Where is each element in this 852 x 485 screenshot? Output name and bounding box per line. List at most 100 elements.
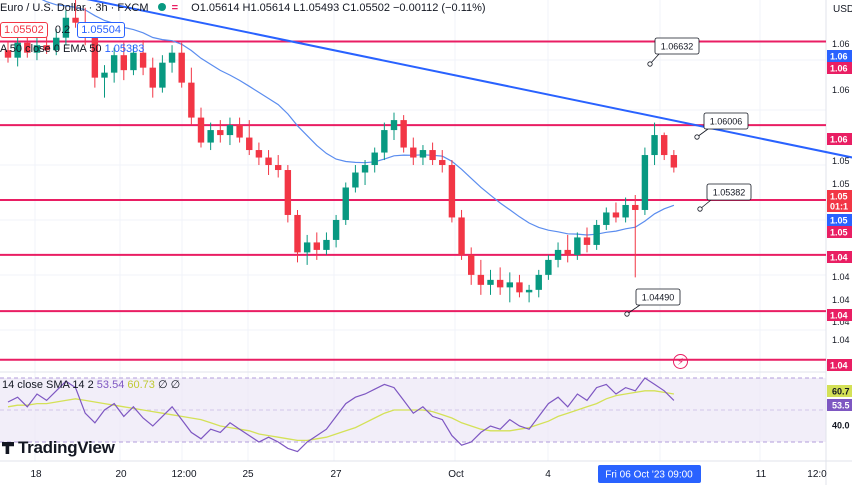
candle-down xyxy=(4,50,12,58)
candle-up xyxy=(207,130,214,143)
candle-down xyxy=(236,125,243,138)
candle-down xyxy=(188,82,195,118)
candle-down xyxy=(120,55,127,71)
candle-up xyxy=(62,17,70,38)
candle-up xyxy=(226,125,234,136)
candle-up xyxy=(342,187,349,220)
rsi-tag xyxy=(827,385,852,397)
time-tick-label: 25 xyxy=(242,469,254,480)
candle-up xyxy=(419,150,427,158)
annotation-box[interactable] xyxy=(706,183,752,201)
rsi-lines xyxy=(7,377,675,453)
time-tick-label: Oct xyxy=(448,469,464,480)
ema-legend-value: 1.05383 xyxy=(104,43,145,55)
time-tick-label: 18 xyxy=(30,469,42,480)
price-tick-label: 1.06 xyxy=(832,85,850,95)
tradingview-mark-icon xyxy=(2,442,14,454)
ema-legend-label: A 50 close 0 EMA 50 xyxy=(0,43,102,55)
rsi-tag xyxy=(827,419,852,431)
candle-up xyxy=(381,130,388,153)
time-axis[interactable]: 18 20 12:00 25 27 Oct 4 11 12:0 Fri 06 Oct '23 09… xyxy=(30,465,827,483)
candle-up xyxy=(53,37,60,51)
rsi-legend[interactable]: 14 close SMA 14 2 53.54 60.73 ∅ ∅ xyxy=(2,378,180,391)
candle-down xyxy=(632,204,639,210)
ema-legend[interactable]: A 50 close 0 EMA 50 1.05383 xyxy=(0,43,144,55)
candle-up xyxy=(352,172,359,188)
candle-up xyxy=(371,152,378,166)
annotation-label: 1.06632 xyxy=(661,42,694,52)
candle-down xyxy=(217,130,224,136)
flash-icon[interactable]: ⚡ xyxy=(673,354,688,369)
candle-up xyxy=(101,72,108,78)
price-axis[interactable]: USD 1.061.061.051.051.041.041.041.041.06… xyxy=(827,4,852,431)
price-tag xyxy=(827,50,852,62)
price-tag-label: 1.06 xyxy=(830,64,848,74)
candle-down xyxy=(670,155,678,168)
up-status-dot xyxy=(157,3,166,11)
rsi-tag-label: 60.7 xyxy=(832,387,850,397)
annotation-pointer xyxy=(626,304,641,315)
symbol-title[interactable]: Euro / U.S. Dollar · 3h · FXCM xyxy=(0,2,149,14)
candle-down xyxy=(284,170,292,215)
candle-up xyxy=(545,259,552,275)
price-tag-label: 1.05 xyxy=(830,228,848,238)
price-tag-label: 1.04 xyxy=(830,311,848,321)
annotation-anchor xyxy=(694,134,700,140)
equal-icon[interactable]: = xyxy=(171,2,179,14)
price-tag xyxy=(827,214,852,226)
rsi-sma-line xyxy=(7,390,675,442)
price-tag xyxy=(827,133,852,145)
candle-down xyxy=(439,160,446,166)
downtrend-line[interactable] xyxy=(8,0,852,227)
bid-ask-legend: 1.05502 0.2 1.05504 xyxy=(0,22,125,38)
price-tag-label: 1.06 xyxy=(830,52,848,62)
candle-down xyxy=(564,249,571,255)
candle-up xyxy=(574,237,581,255)
candle-down xyxy=(458,217,465,255)
candle-down xyxy=(149,67,156,88)
tradingview-logo[interactable]: TradingView xyxy=(2,438,115,458)
trendline[interactable] xyxy=(8,0,852,227)
annotation-label: 1.05382 xyxy=(713,188,746,198)
rsi-legend-value: 53.54 xyxy=(96,379,125,391)
candle-up xyxy=(33,45,41,53)
time-cursor-label: Fri 06 Oct '23 09:00 xyxy=(605,470,693,481)
candle-down xyxy=(477,274,485,285)
price-tag xyxy=(827,62,852,74)
annotation-box[interactable] xyxy=(703,112,749,130)
ask-box[interactable]: 1.05504 xyxy=(77,22,125,38)
price-tag-label: 1.04 xyxy=(830,253,848,263)
candle-down xyxy=(516,282,523,293)
price-tick-label: 1.04 xyxy=(832,295,850,305)
ohlc-values: O1.05614 H1.05614 L1.05493 C1.05502 −0.0… xyxy=(191,2,486,14)
price-tick-label: 1.05 xyxy=(832,156,850,166)
annotation-box[interactable] xyxy=(654,37,700,55)
price-tick-label: 1.05 xyxy=(832,179,850,189)
price-annotations: 1.06632 1.06006 1.05382 1.04490 xyxy=(624,37,752,317)
time-tick-label: 27 xyxy=(330,469,342,480)
annotation-anchor xyxy=(697,206,703,212)
candle-up xyxy=(303,242,311,253)
candle-up xyxy=(603,212,610,225)
time-tick-label: 12:0 xyxy=(807,469,827,480)
candle-up xyxy=(323,239,330,250)
rsi-tag xyxy=(827,399,852,411)
price-tick-label: 1.04 xyxy=(832,335,850,345)
candle-down xyxy=(178,52,185,83)
price-tag-label: 1.04 xyxy=(830,361,848,371)
rsi-line xyxy=(7,377,675,453)
candle-up xyxy=(622,204,629,218)
candle-down xyxy=(661,135,668,156)
candle-down xyxy=(448,165,456,218)
candle-up xyxy=(390,120,398,131)
bid-box[interactable]: 1.05502 xyxy=(0,22,48,38)
annotation-box[interactable] xyxy=(635,288,681,306)
candle-down xyxy=(429,150,436,161)
candle-up xyxy=(168,52,176,63)
candle-down xyxy=(265,157,272,166)
annotation-anchor xyxy=(624,311,630,317)
spread-value: 0.2 xyxy=(54,24,71,36)
rsi-sma-legend-value: 60.73 xyxy=(127,379,155,391)
rsi-tag-label: 53.5 xyxy=(832,401,850,411)
